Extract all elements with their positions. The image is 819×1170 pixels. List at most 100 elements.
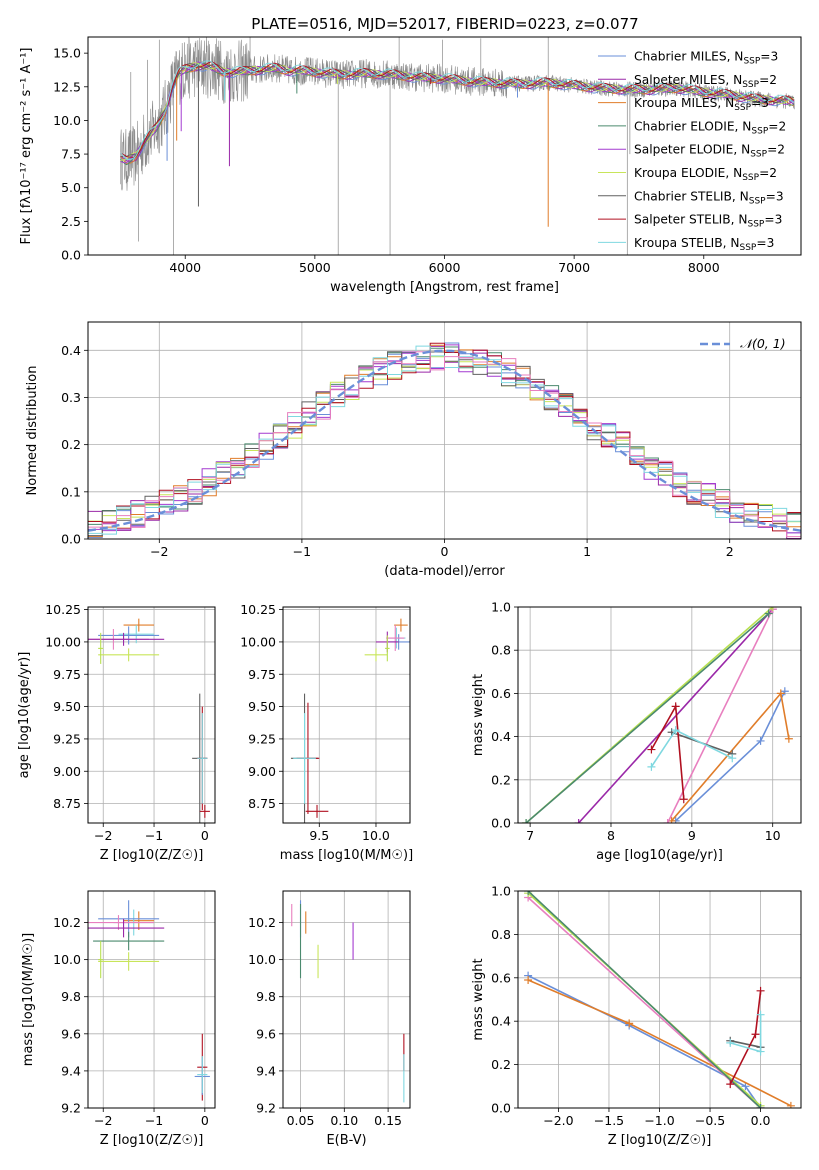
plus-marker [726, 1080, 735, 1089]
y-tick-label: 9.00 [248, 764, 276, 779]
x-tick-label: 0 [201, 828, 209, 843]
axes-frame [282, 890, 411, 1109]
legend-nssp-subscript: SSP [742, 173, 759, 183]
legend-nssp-equals: = [768, 119, 778, 133]
x-tick-label: 7000 [558, 260, 590, 275]
gaussian-curve [88, 349, 801, 532]
legend-nssp-prefix: , N [717, 96, 734, 110]
legend-series-name: Kroupa ELODIE [634, 166, 725, 180]
legend-nssp-equals: = [759, 166, 769, 180]
x-tick-label: −2 [94, 1113, 112, 1128]
y-tick-label: 0.0 [491, 1101, 511, 1116]
plus-marker [679, 795, 688, 804]
y-tick-label: 10.2 [248, 915, 276, 930]
legend-nssp-equals: = [767, 143, 777, 157]
y-axis-label: mass weight [471, 958, 486, 1040]
y-tick-label: 10.2 [53, 915, 81, 930]
x-tick-label: −1 [145, 1113, 163, 1128]
plus-marker [786, 1101, 795, 1108]
x-axis-label: wavelength [Angstrom, rest frame] [330, 280, 559, 295]
legend-series-name: Chabrier MILES [634, 50, 727, 64]
legend-nssp-subscript: SSP [749, 196, 766, 206]
y-tick-label: 7.5 [61, 147, 81, 162]
y-tick-label: 0.2 [491, 772, 511, 787]
x-tick-label: 6000 [429, 260, 461, 275]
plus-marker [756, 1010, 765, 1019]
x-tick-label: 5000 [299, 260, 331, 275]
plus-marker [647, 762, 656, 771]
y-tick-label: 9.8 [256, 989, 276, 1004]
x-tick-label: −1 [145, 828, 163, 843]
legend-nssp-subscript: SSP [748, 220, 765, 230]
legend-nssp-value: 3 [775, 213, 783, 227]
legend-nssp-prefix: , N [723, 236, 740, 250]
y-tick-label: 9.75 [248, 667, 276, 682]
x-tick-label: −2 [150, 544, 168, 559]
spectrum-model-line [120, 61, 795, 158]
y-axis-label: mass weight [471, 674, 486, 756]
legend-nssp-subscript: SSP [750, 150, 767, 160]
legend-label: Salpeter STELIB, NSSP=3 [634, 213, 782, 230]
plot-area-spectrum [120, 37, 795, 255]
y-tick-label: 10.25 [240, 602, 276, 617]
x-axis-label: age [log10(age/yr)] [596, 848, 723, 863]
y-axis-label: age [log10(age/yr)] [17, 652, 32, 779]
y-tick-label: 0.0 [61, 248, 81, 263]
x-tick-label: 0.10 [330, 1113, 358, 1128]
legend-nssp-prefix: , N [731, 213, 748, 227]
plus-marker [768, 607, 777, 611]
legend-label: Kroupa ELODIE, NSSP=2 [634, 166, 777, 183]
y-tick-label: 0.8 [491, 643, 511, 658]
y-tick-label: 9.00 [53, 764, 81, 779]
axes-frame [87, 606, 216, 824]
y-tick-label: 9.8 [61, 989, 81, 1004]
panel-age_vs_mass: 9.5 10.0 8.75 9.00 9.25 9.50 9.75 10.00 10.25 mas… [240, 602, 413, 863]
legend-nssp-value: 3 [776, 189, 784, 203]
legend-nssp-equals: = [759, 73, 769, 87]
y-tick-label: 0.4 [61, 343, 81, 358]
x-axis-label: Z [log10(Z/Z☉)] [100, 1133, 204, 1148]
plus-marker [522, 819, 531, 823]
x-axis-label: (data-model)/error [384, 564, 505, 579]
axes-frame [87, 890, 216, 1109]
legend-series-name: Chabrier ELODIE [634, 119, 735, 133]
y-tick-label: 0.6 [491, 970, 511, 985]
axes-frame [517, 606, 802, 824]
legend-nssp-subscript: SSP [743, 57, 760, 67]
axes-frame [282, 606, 411, 824]
legend-nssp-equals: = [764, 213, 774, 227]
y-tick-label: 10.00 [45, 634, 81, 649]
y-tick-label: 9.2 [61, 1101, 81, 1116]
plot-area-age_vs_Z [88, 618, 210, 823]
legend-label: 𝒩(0, 1) [740, 336, 786, 351]
legend-label: Kroupa MILES, NSSP=3 [634, 96, 769, 113]
plus-marker [764, 609, 773, 618]
legend-nssp-subscript: SSP [734, 103, 751, 113]
legend-nssp-subscript: SSP [740, 243, 757, 253]
plus-marker [741, 1082, 750, 1091]
legend-nssp-subscript: SSP [751, 126, 768, 136]
y-tick-label: 10.0 [248, 952, 276, 967]
y-tick-label: 5.0 [61, 180, 81, 195]
y-tick-label: 10.0 [53, 113, 81, 128]
legend-label: Chabrier MILES, NSSP=3 [634, 50, 778, 67]
x-tick-label: −1.0 [644, 1113, 674, 1128]
x-tick-label: 8 [607, 828, 615, 843]
x-axis-label: Z [log10(Z/Z☉)] [100, 848, 204, 863]
plot-area-massweight_vs_age [522, 607, 793, 823]
plus-marker [524, 975, 533, 984]
plus-marker [728, 754, 737, 763]
panel-residuals: −2 −1 0 1 2 0.0 0.1 0.2 0.3 0.4 (data-model)/error… [25, 321, 802, 579]
legend-series-name: Kroupa STELIB [634, 236, 723, 250]
y-tick-label: 0.0 [491, 816, 511, 831]
panel-mass_vs_ebv: 0.05 0.10 0.15 9.2 9.4 9.6 9.8 10.0 10.2 E(B-V) [248, 890, 411, 1148]
legend-nssp-value: 2 [779, 119, 787, 133]
plot-area-residuals [88, 342, 801, 539]
legend-nssp-value: 2 [769, 73, 777, 87]
y-tick-label: 1.0 [491, 884, 511, 899]
y-tick-label: 10.25 [45, 602, 81, 617]
panel-massweight_vs_Z: −2.0 −1.5 −1.0 −0.5 0.0 0.0 0.2 0.4 0.6 0.8 1.0 Z [… [471, 884, 802, 1148]
legend-nssp-value: 3 [771, 50, 779, 64]
plus-marker [756, 986, 765, 995]
